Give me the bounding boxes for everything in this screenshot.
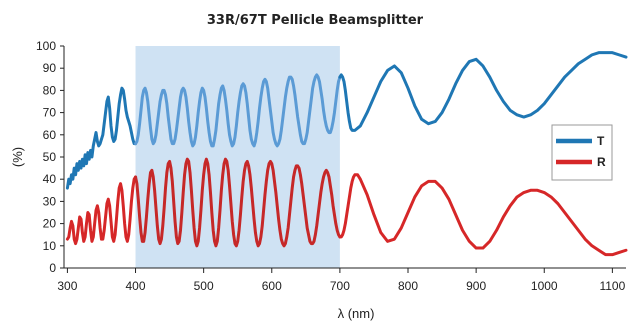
x-tick-label: 500 [194, 279, 214, 293]
chart-title: 33R/67T Pellicle Beamsplitter [207, 13, 424, 28]
x-tick-label: 800 [398, 279, 418, 293]
y-tick-label: 40 [43, 172, 57, 186]
x-axis-ticks: 300 400 500 600 700 800 900 1000 1100 [57, 268, 626, 293]
x-tick-label: 400 [126, 279, 146, 293]
legend-label-r: R [597, 155, 606, 169]
y-tick-label: 90 [43, 61, 57, 75]
y-tick-label: 0 [49, 261, 56, 275]
y-axis-ticks: 0 10 20 30 40 50 60 70 80 90 100 [36, 39, 64, 275]
y-tick-label: 20 [43, 217, 57, 231]
x-tick-label: 300 [57, 279, 77, 293]
y-tick-label: 30 [43, 194, 57, 208]
y-tick-label: 70 [43, 106, 57, 120]
y-tick-label: 100 [36, 39, 56, 53]
x-tick-label: 900 [466, 279, 486, 293]
series-t-before-line [65, 86, 138, 190]
series-t-highlight-line [134, 73, 342, 148]
x-tick-label: 700 [330, 279, 350, 293]
series-r-before-line [65, 175, 138, 246]
plot-area: 300 400 500 600 700 800 900 1000 1100 0 10 20 30 40 5… [36, 39, 628, 293]
series-layer [65, 51, 628, 257]
y-tick-label: 80 [43, 83, 57, 97]
y-tick-label: 10 [43, 239, 57, 253]
series-r-after-line [338, 173, 628, 257]
x-tick-label: 1000 [531, 279, 558, 293]
x-axis-label: λ (nm) [338, 306, 375, 321]
legend: T R [551, 124, 613, 181]
series-r-highlight-line [134, 157, 342, 248]
y-axis-label: (%) [10, 147, 25, 167]
series-t-after-line [338, 51, 628, 132]
legend-box [551, 124, 613, 181]
x-tick-label: 1100 [599, 279, 625, 293]
legend-label-t: T [597, 134, 605, 148]
y-tick-label: 50 [43, 150, 57, 164]
x-tick-label: 600 [262, 279, 282, 293]
y-tick-label: 60 [43, 128, 57, 142]
